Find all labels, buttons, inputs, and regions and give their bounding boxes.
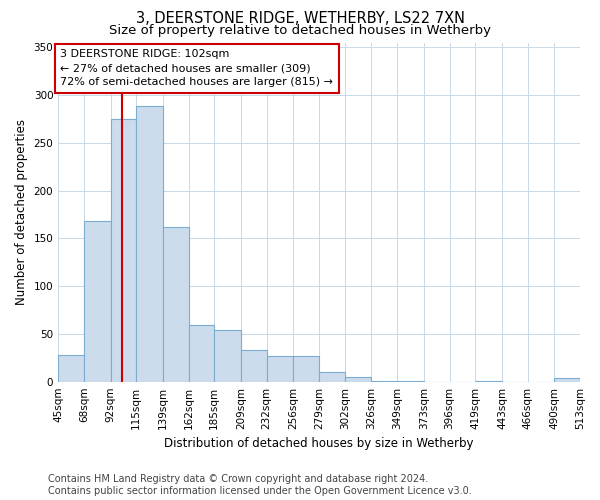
Bar xyxy=(110,119,136,382)
Bar xyxy=(214,330,241,382)
Bar xyxy=(266,356,293,382)
Bar xyxy=(188,326,214,382)
Bar xyxy=(397,380,424,382)
Bar xyxy=(345,377,371,382)
Bar xyxy=(371,380,397,382)
Y-axis label: Number of detached properties: Number of detached properties xyxy=(15,119,28,305)
X-axis label: Distribution of detached houses by size in Wetherby: Distribution of detached houses by size … xyxy=(164,437,474,450)
Text: 3 DEERSTONE RIDGE: 102sqm
← 27% of detached houses are smaller (309)
72% of semi: 3 DEERSTONE RIDGE: 102sqm ← 27% of detac… xyxy=(61,49,334,87)
Bar xyxy=(163,227,188,382)
Text: 3, DEERSTONE RIDGE, WETHERBY, LS22 7XN: 3, DEERSTONE RIDGE, WETHERBY, LS22 7XN xyxy=(136,11,464,26)
Bar xyxy=(554,378,580,382)
Bar xyxy=(475,380,502,382)
Bar xyxy=(58,355,84,382)
Bar xyxy=(84,221,110,382)
Bar xyxy=(293,356,319,382)
Bar xyxy=(241,350,266,382)
Text: Size of property relative to detached houses in Wetherby: Size of property relative to detached ho… xyxy=(109,24,491,37)
Bar xyxy=(319,372,345,382)
Bar xyxy=(136,106,163,382)
Text: Contains HM Land Registry data © Crown copyright and database right 2024.
Contai: Contains HM Land Registry data © Crown c… xyxy=(48,474,472,496)
